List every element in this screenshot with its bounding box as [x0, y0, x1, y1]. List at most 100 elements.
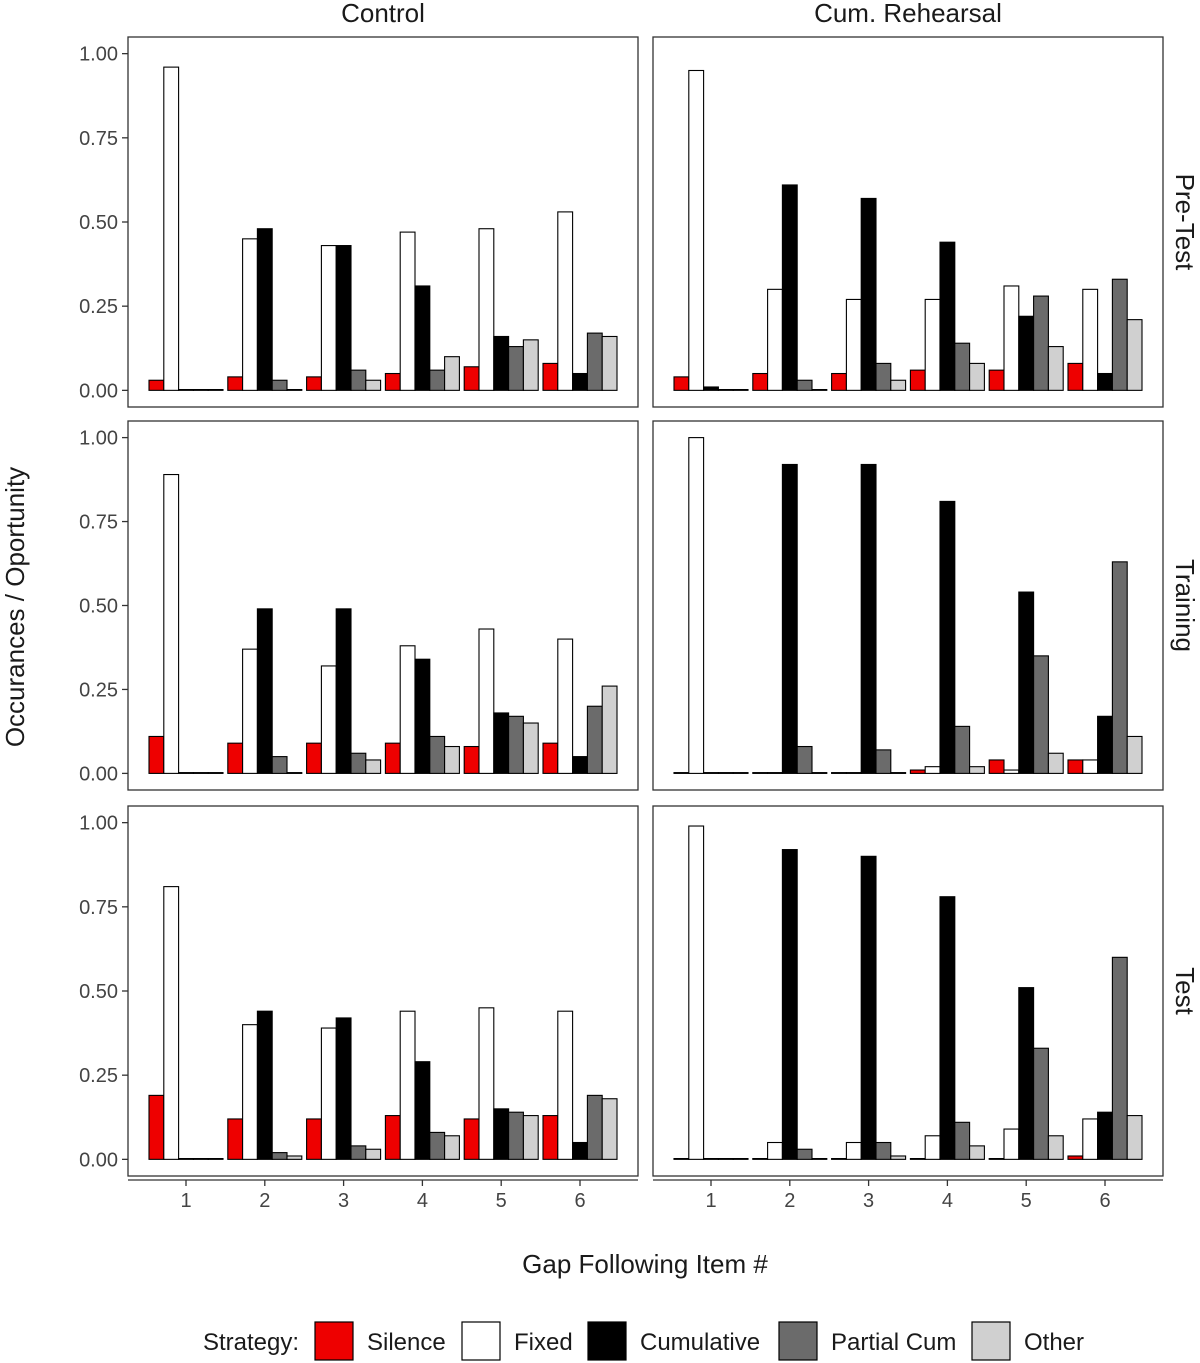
bar-fixed-6	[557, 211, 574, 391]
x-tick-label: 2	[784, 1190, 795, 1212]
bar-partial-cum-6	[1111, 561, 1128, 774]
bar-partial-cum-6	[586, 705, 603, 774]
bar-other-5	[1047, 752, 1064, 774]
bar-cumulative-6	[572, 372, 588, 391]
bar-other-4	[444, 745, 460, 774]
y-tick-label: 0.00	[79, 1149, 118, 1171]
bar-silence-5	[988, 369, 1005, 391]
bar-silence-3	[306, 742, 322, 774]
bar-partial-cum-5	[508, 346, 524, 391]
panel-cum-rehearsal-pre-test	[652, 36, 1164, 408]
bar-other-1	[732, 388, 749, 391]
bar-fixed-5	[478, 228, 495, 391]
bar-cumulative-6	[1097, 715, 1113, 774]
bar-partial-cum-1	[717, 1158, 734, 1160]
bar-other-6	[1126, 1115, 1143, 1160]
bar-partial-cum-1	[192, 388, 209, 391]
bar-partial-cum-2	[271, 756, 288, 774]
bar-silence-3	[831, 1158, 847, 1160]
bar-silence-2	[227, 1118, 244, 1160]
bar-other-3	[890, 379, 907, 391]
legend-swatch-fixed	[461, 1321, 501, 1361]
bar-cumulative-5	[1018, 315, 1035, 391]
legend-title: Strategy:	[203, 1329, 299, 1356]
bar-fixed-5	[478, 1007, 495, 1160]
bar-other-6	[601, 335, 618, 391]
bar-partial-cum-6	[1111, 956, 1128, 1160]
panel-frame	[127, 420, 639, 791]
bar-cumulative-5	[493, 335, 510, 391]
bar-silence-2	[227, 742, 244, 774]
panel-frame	[652, 420, 1164, 791]
bar-silence-6	[1067, 759, 1084, 774]
bar-partial-cum-2	[271, 379, 288, 391]
panel-frame	[127, 805, 639, 1177]
bar-partial-cum-6	[1111, 278, 1128, 391]
bar-fixed-6	[1082, 1118, 1099, 1160]
bar-partial-cum-6	[586, 1094, 603, 1160]
bar-silence-5	[463, 745, 480, 774]
bar-silence-6	[1067, 1155, 1084, 1160]
bar-partial-cum-2	[796, 379, 813, 391]
bar-fixed-3	[845, 298, 862, 391]
bar-fixed-1	[163, 473, 180, 774]
x-tick-label: 3	[863, 1190, 874, 1212]
bar-partial-cum-2	[796, 1148, 813, 1160]
legend: Strategy: Silence Fixed Cumulative Partial …	[203, 1321, 1084, 1361]
bar-other-2	[286, 772, 303, 774]
bar-other-5	[522, 339, 539, 391]
bar-silence-2	[752, 1158, 769, 1160]
bar-other-1	[207, 388, 224, 391]
bar-cumulative-1	[703, 1158, 719, 1160]
bar-other-5	[522, 722, 539, 774]
y-tick-label: 0.50	[79, 596, 118, 618]
bar-fixed-2	[767, 772, 783, 774]
y-tick-label: 1.00	[79, 428, 118, 450]
x-axis-title: Gap Following Item #	[522, 1249, 768, 1279]
bar-other-2	[811, 772, 828, 774]
bar-cumulative-1	[178, 1158, 194, 1160]
bar-other-3	[890, 1155, 907, 1160]
legend-label-cumulative: Cumulative	[640, 1329, 760, 1356]
strip-label-test: Test	[1170, 967, 1200, 1015]
bar-fixed-1	[688, 69, 705, 391]
bar-partial-cum-2	[271, 1152, 288, 1160]
legend-label-other: Other	[1024, 1329, 1084, 1356]
bar-fixed-1	[163, 886, 180, 1160]
bar-fixed-4	[924, 298, 941, 391]
bar-other-6	[601, 1098, 618, 1160]
y-tick-label: 0.50	[79, 212, 118, 234]
bar-silence-4	[384, 372, 401, 391]
bar-cumulative-2	[256, 608, 273, 774]
bar-partial-cum-1	[717, 772, 734, 774]
bar-fixed-6	[1082, 759, 1099, 774]
bar-partial-cum-2	[796, 745, 813, 774]
x-tick-label: 6	[574, 1190, 585, 1212]
x-axes-layer: 1 2 3 4 5 6 1 2 3 4 5 6	[128, 1179, 1163, 1212]
bar-silence-2	[227, 376, 244, 391]
bar-cumulative-6	[1097, 1111, 1113, 1160]
bar-other-1	[207, 1158, 224, 1160]
bar-partial-cum-4	[954, 1121, 971, 1160]
panel-frame	[127, 36, 639, 408]
bar-silence-6	[1067, 362, 1084, 391]
strip-label-pre-test: Pre-Test	[1170, 174, 1200, 272]
bar-cumulative-4	[939, 241, 956, 391]
bar-partial-cum-5	[508, 715, 524, 774]
panel-cum-rehearsal-test	[652, 805, 1164, 1177]
y-tick-label: 0.75	[79, 897, 118, 919]
bar-partial-cum-1	[192, 772, 209, 774]
bar-silence-1	[673, 1158, 690, 1160]
bar-cumulative-3	[335, 608, 352, 774]
bar-fixed-5	[478, 628, 495, 774]
bar-cumulative-2	[256, 228, 273, 391]
bar-cumulative-5	[1018, 987, 1035, 1160]
bar-partial-cum-1	[192, 1158, 209, 1160]
bar-partial-cum-4	[429, 735, 446, 774]
bar-cumulative-1	[703, 772, 719, 774]
strip-label-control: Control	[341, 0, 425, 28]
bar-other-4	[969, 362, 985, 391]
bar-cumulative-4	[939, 500, 956, 774]
y-axes-layer: 0.00 0.25 0.50 0.75 1.00 0.00 0.25 0.50 0.75 1.00…	[79, 44, 128, 1171]
bar-cumulative-2	[781, 184, 798, 391]
